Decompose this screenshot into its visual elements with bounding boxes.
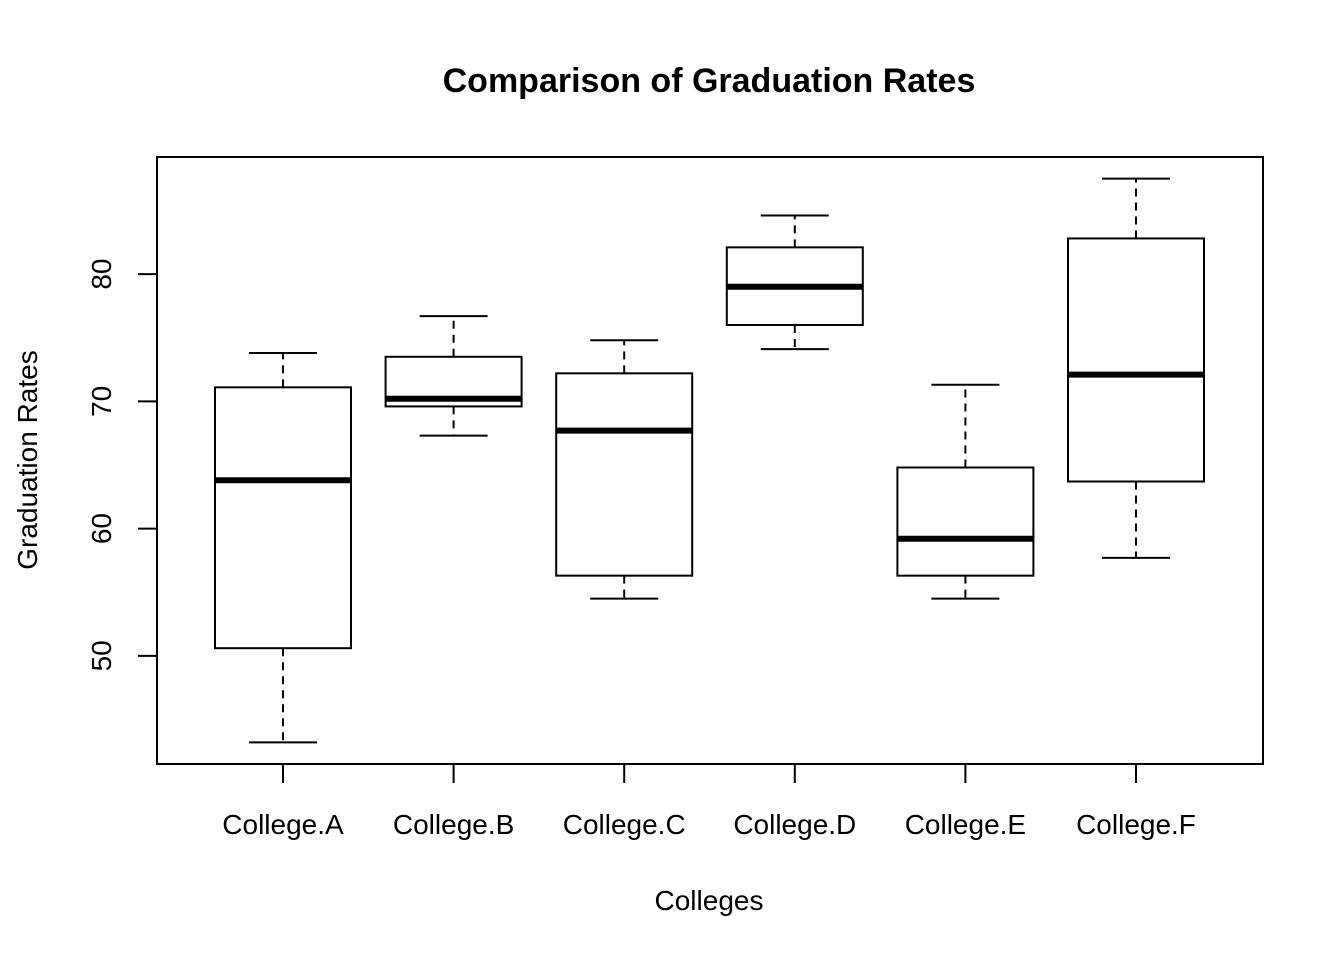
x-tick-label: College.D — [733, 809, 856, 840]
box-College.D — [725, 214, 864, 351]
iqr-box — [555, 372, 694, 577]
box-College.C — [555, 339, 694, 600]
plot-marks — [214, 177, 1205, 744]
y-axis-label: Graduation Rates — [12, 350, 43, 569]
x-axis-label: Colleges — [655, 885, 764, 916]
box-College.F — [1067, 177, 1205, 559]
y-axis: 50 60 70 80 — [86, 258, 157, 671]
box-College.B — [384, 315, 523, 437]
box-College.A — [214, 351, 352, 744]
x-tick-label: College.F — [1076, 809, 1196, 840]
x-tick-label: College.B — [393, 809, 514, 840]
iqr-box — [896, 466, 1035, 577]
y-tick-label: 80 — [86, 258, 117, 289]
x-tick-label: College.A — [222, 809, 344, 840]
chart-title: Comparison of Graduation Rates — [443, 62, 976, 100]
y-tick-label: 60 — [86, 513, 117, 544]
x-axis: College.A College.B College.C College.D Coll… — [222, 764, 1196, 840]
iqr-box — [214, 386, 352, 650]
box-College.E — [896, 383, 1035, 600]
iqr-box — [1067, 237, 1205, 483]
plot-frame — [156, 156, 1264, 765]
x-tick-label: College.C — [563, 809, 686, 840]
x-tick-label: College.E — [905, 809, 1026, 840]
y-tick-label: 70 — [86, 386, 117, 417]
y-tick-label: 50 — [86, 640, 117, 671]
